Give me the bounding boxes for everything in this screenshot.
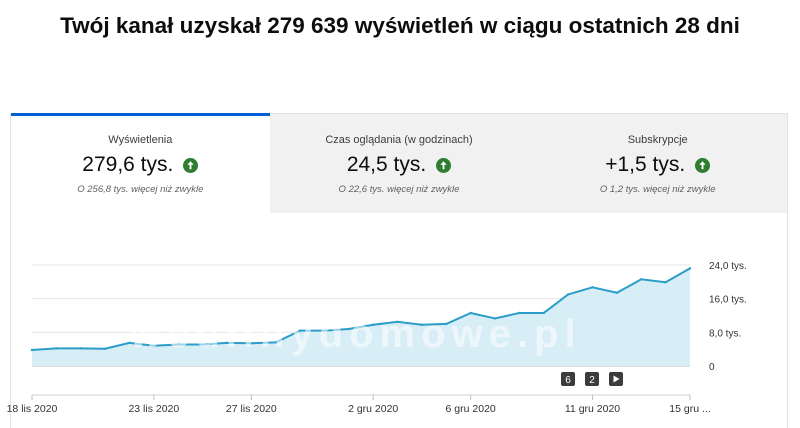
tab-value: 279,6 tys. [82, 153, 174, 176]
tab-subscriptions[interactable]: Subskrypcje +1,5 tys. O 1,2 tys. więcej … [528, 114, 788, 213]
tab-watch-time[interactable]: Czas oglądania (w godzinach) 24,5 tys. O… [269, 114, 529, 213]
tab-value: +1,5 tys. [605, 153, 686, 176]
data-point [518, 311, 521, 315]
data-point [201, 343, 204, 346]
tab-comparison: O 22,6 tys. więcej niż zwykle [338, 184, 460, 195]
tab-label: Czas oglądania (w godzinach) [325, 134, 473, 146]
data-point [177, 343, 180, 346]
x-tick-label: 11 gru 2020 [565, 403, 620, 415]
data-point [371, 323, 375, 326]
y-tick-label: 8,0 tys. [709, 328, 741, 339]
y-tick-label: 0 [709, 362, 715, 373]
data-point [469, 311, 472, 315]
data-point [225, 341, 229, 345]
video-marker-badge[interactable]: 6 [561, 372, 575, 386]
page-title: Twój kanał uzyskał 279 639 wyświetleń w … [60, 13, 740, 38]
data-point [274, 341, 277, 344]
data-point [493, 317, 497, 320]
arrow-up-icon [183, 157, 199, 173]
video-marker-badge[interactable]: 2 [585, 372, 599, 386]
data-point [30, 348, 34, 352]
x-tick-label: 23 lis 2020 [128, 403, 179, 415]
data-point [664, 281, 667, 284]
series-line [31, 267, 691, 352]
data-point [298, 329, 302, 332]
data-point [688, 267, 692, 270]
data-point [615, 291, 619, 294]
x-tick-label: 18 lis 2020 [7, 403, 58, 415]
series-area [32, 268, 690, 366]
metric-tabs: Wyświetlenia 279,6 tys. O 256,8 tys. wię… [11, 113, 788, 213]
data-point [128, 341, 131, 345]
data-point [55, 347, 58, 350]
data-point [152, 344, 156, 347]
x-tick-label: 2 gru 2020 [348, 403, 398, 415]
analytics-card: Wyświetlenia 279,6 tys. O 256,8 tys. wię… [10, 113, 788, 428]
data-point [542, 311, 545, 315]
data-point [640, 278, 643, 281]
arrow-up-icon [436, 157, 452, 173]
svg-text:2: 2 [589, 375, 595, 386]
tab-views[interactable]: Wyświetlenia 279,6 tys. O 256,8 tys. wię… [11, 113, 270, 213]
data-point [566, 293, 570, 296]
data-point [396, 320, 399, 324]
tab-label: Subskrypcje [627, 134, 688, 146]
tab-value: 24,5 tys. [346, 153, 427, 176]
data-point [347, 327, 351, 331]
y-tick-label: 16,0 tys. [709, 295, 747, 306]
play-icon[interactable] [609, 372, 623, 386]
data-point [250, 342, 253, 345]
arrow-up-icon [695, 157, 711, 173]
tab-label: Wyświetlenia [108, 134, 173, 146]
x-tick-label: 6 gru 2020 [446, 403, 496, 415]
x-tick-label: 27 lis 2020 [226, 403, 277, 415]
tab-comparison: O 1,2 tys. więcej niż zwykle [599, 184, 716, 195]
x-tick-label: 15 gru ... [669, 403, 710, 415]
tab-comparison: O 256,8 tys. więcej niż zwykle [77, 184, 204, 195]
data-point [445, 322, 448, 326]
data-point [591, 286, 594, 289]
y-tick-label: 24,0 tys. [709, 261, 747, 272]
data-point [323, 329, 326, 332]
data-point [79, 347, 82, 350]
data-point [103, 347, 107, 350]
svg-text:6: 6 [565, 375, 571, 386]
data-point [420, 323, 424, 326]
